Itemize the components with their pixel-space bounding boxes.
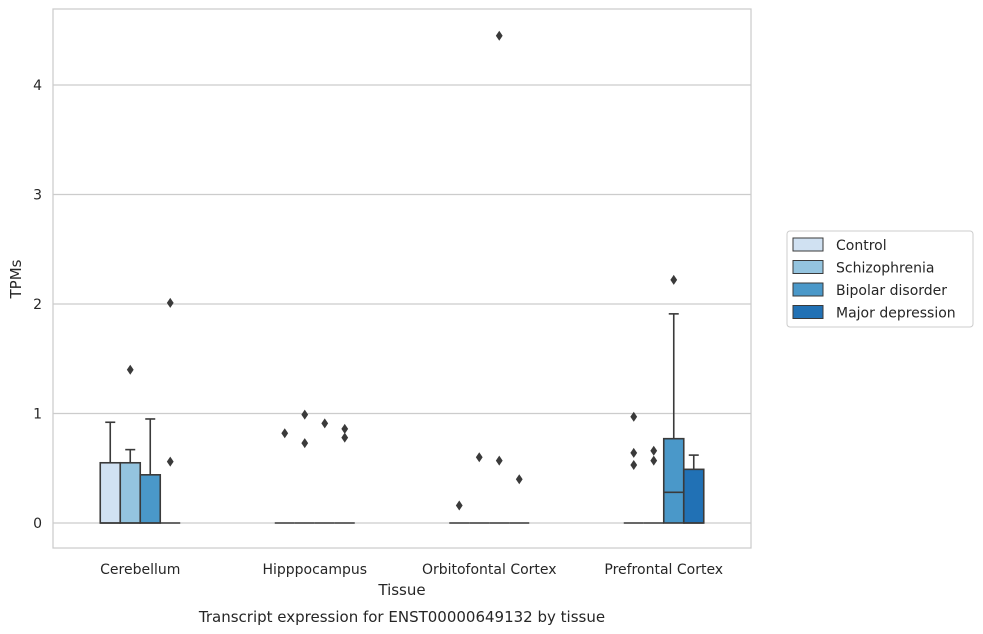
outlier-point (341, 423, 349, 434)
box-2-3 (662, 274, 685, 524)
legend-swatch (792, 237, 824, 252)
x-axis-label: Tissue (377, 581, 425, 599)
outlier-point (670, 274, 678, 285)
box-3-1 (334, 423, 355, 524)
y-tick-label: 2 (33, 297, 42, 313)
box-1-1 (294, 409, 315, 524)
box-0-0 (99, 421, 122, 524)
box-1-0 (119, 364, 142, 524)
box-body (99, 461, 122, 524)
box-2-1 (314, 418, 335, 524)
y-axis-label: TPMs (7, 259, 25, 299)
legend-swatch (792, 260, 824, 274)
box-1-3 (643, 445, 664, 524)
outlier-point (495, 30, 503, 41)
outlier-point (630, 411, 638, 422)
box-body (662, 437, 685, 524)
box-3-2 (509, 474, 530, 524)
box-0-1 (274, 428, 295, 524)
y-tick-label: 1 (33, 407, 42, 423)
box-1-2 (469, 452, 490, 524)
outlier-point (166, 456, 174, 467)
outlier-point (455, 500, 463, 511)
x-tick-label: Prefrontal Cortex (604, 562, 723, 578)
outlier-point (321, 418, 329, 429)
y-tick-labels: 0 1 2 3 4 (33, 78, 42, 532)
outlier-point (301, 409, 309, 420)
box-0-2 (449, 500, 470, 524)
outlier-point (650, 455, 658, 466)
box-2-0 (139, 418, 162, 524)
outlier-point (630, 459, 638, 470)
box-body (139, 474, 162, 524)
box-3-3 (682, 454, 705, 524)
x-tick-label: Cerebellum (100, 562, 180, 578)
outlier-point (495, 455, 503, 466)
outlier-point (281, 428, 289, 439)
x-tick-label: Orbitofontal Cortex (422, 562, 557, 578)
legend-label: Schizophrenia (836, 261, 934, 277)
outlier-point (630, 447, 638, 458)
y-tick-label: 3 (33, 188, 42, 204)
outlier-point (650, 445, 658, 456)
y-tick-label: 0 (33, 516, 42, 532)
gridlines (53, 84, 751, 524)
legend-label: Control (836, 238, 887, 254)
box-body (682, 468, 705, 524)
chart-caption: Transcript expression for ENST0000064913… (198, 608, 605, 626)
x-tick-labels: Cerebellum Hipppocampus Orbitofontal Corte… (100, 562, 723, 578)
outlier-point (475, 452, 483, 463)
box-0-3 (623, 411, 644, 524)
outlier-point (301, 438, 309, 449)
plot-frame (52, 8, 752, 549)
legend-swatch (792, 282, 824, 297)
legend-label: Bipolar disorder (836, 283, 947, 299)
outlier-point (341, 432, 349, 443)
y-tick-label: 4 (33, 78, 42, 94)
legend-swatch (792, 305, 824, 319)
box-2-2 (489, 30, 510, 524)
legend: Control Schizophrenia Bipolar disorder Majo… (786, 230, 974, 328)
x-tick-label: Hipppocampus (262, 562, 367, 578)
legend-label: Major depression (836, 306, 956, 322)
box-plots (99, 30, 705, 524)
outlier-point (126, 364, 134, 375)
outlier-point (166, 297, 174, 308)
box-3-0 (160, 297, 181, 524)
outlier-point (515, 474, 523, 485)
box-body (119, 461, 142, 524)
legend-frame (786, 230, 974, 328)
